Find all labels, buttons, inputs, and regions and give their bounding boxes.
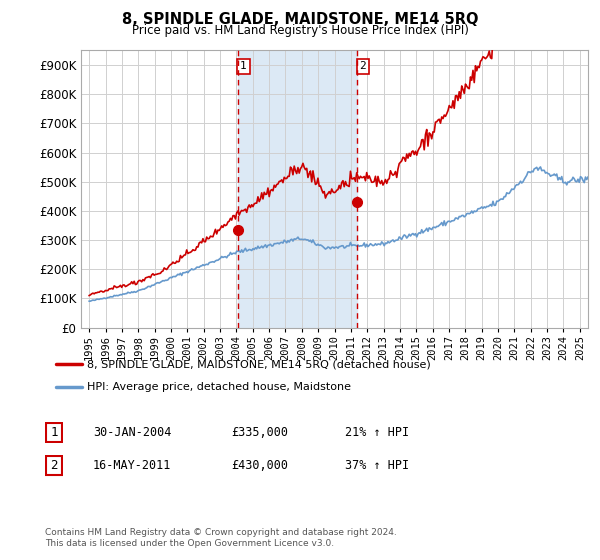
Text: HPI: Average price, detached house, Maidstone: HPI: Average price, detached house, Maid… [87,382,351,392]
Text: 2: 2 [50,459,58,473]
Text: 2: 2 [359,62,366,72]
Text: £335,000: £335,000 [231,426,288,439]
Text: £430,000: £430,000 [231,459,288,473]
Text: 21% ↑ HPI: 21% ↑ HPI [345,426,409,439]
Text: 37% ↑ HPI: 37% ↑ HPI [345,459,409,473]
Text: 1: 1 [50,426,58,439]
Text: Contains HM Land Registry data © Crown copyright and database right 2024.
This d: Contains HM Land Registry data © Crown c… [45,528,397,548]
FancyBboxPatch shape [46,456,62,475]
Text: 8, SPINDLE GLADE, MAIDSTONE, ME14 5RQ (detached house): 8, SPINDLE GLADE, MAIDSTONE, ME14 5RQ (d… [87,360,431,370]
Text: 1: 1 [240,62,247,72]
Text: 8, SPINDLE GLADE, MAIDSTONE, ME14 5RQ: 8, SPINDLE GLADE, MAIDSTONE, ME14 5RQ [122,12,478,27]
FancyBboxPatch shape [46,423,62,442]
Text: Price paid vs. HM Land Registry's House Price Index (HPI): Price paid vs. HM Land Registry's House … [131,24,469,36]
Bar [238,50,357,328]
Text: 30-JAN-2004: 30-JAN-2004 [93,426,172,439]
Text: 16-MAY-2011: 16-MAY-2011 [93,459,172,473]
